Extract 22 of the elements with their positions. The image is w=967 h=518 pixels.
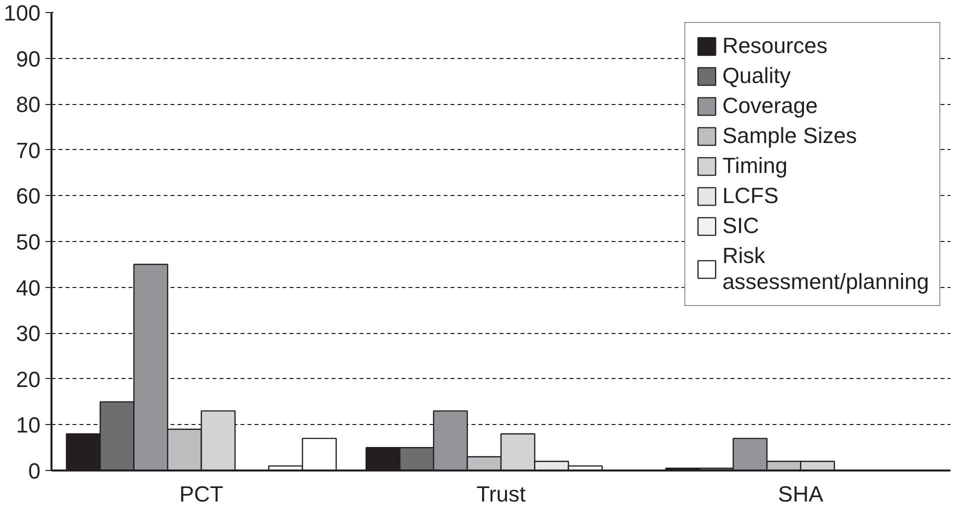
y-tick-label: 0 [28,458,41,484]
legend-label: Sample Sizes [722,123,857,149]
x-tick-label: Trust [476,482,526,506]
y-tick-label: 40 [16,275,41,300]
legend-label: Quality [722,63,791,89]
y-tick-label: 10 [16,412,41,438]
x-tick-label: SHA [778,482,824,506]
legend-label: Resources [722,33,828,59]
legend-label: SIC [722,213,759,239]
x-tick-label: PCT [179,482,224,506]
y-tick-label: 70 [16,138,41,163]
y-tick-label: 50 [16,230,41,254]
y-tick-label: 20 [16,366,41,392]
y-tick-label: 30 [16,321,41,346]
y-tick-label: 80 [16,92,41,118]
legend-label: LCFS [722,183,779,209]
legend-label: Risk assessment/planning [722,243,929,295]
legend-label: Timing [722,153,788,179]
y-tick-label: 90 [16,46,41,72]
legend-label: Coverage [722,93,818,119]
y-tick-label: 60 [16,184,41,209]
y-tick-label: 100 [4,0,41,26]
